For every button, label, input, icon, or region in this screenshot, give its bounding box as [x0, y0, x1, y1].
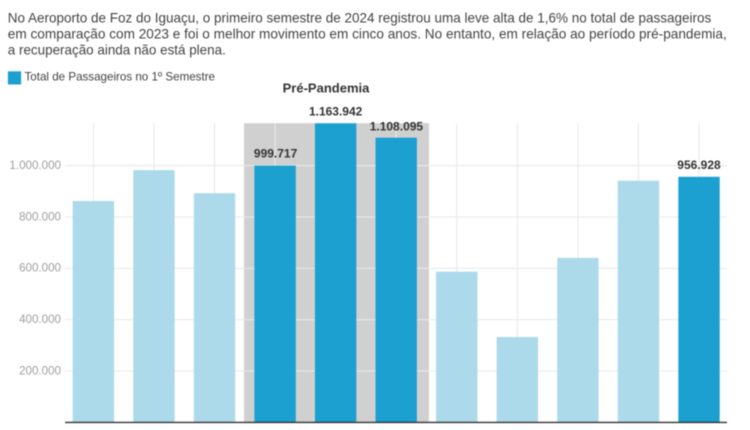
svg-text:400.000: 400.000: [19, 313, 61, 326]
svg-text:Pré-Pandemia: Pré-Pandemia: [283, 81, 370, 96]
svg-text:999.717: 999.717: [254, 147, 298, 161]
svg-text:956.928: 956.928: [677, 158, 721, 172]
svg-text:a recuperação ainda não está p: a recuperação ainda não está plena.: [8, 41, 226, 57]
svg-text:em comparação com 2023 e foi o: em comparação com 2023 e foi o melhor mo…: [8, 25, 727, 41]
svg-text:1.108.095: 1.108.095: [370, 120, 424, 134]
svg-text:1.000.000: 1.000.000: [9, 159, 61, 172]
svg-text:No Aeroporto de Foz do Iguaçu,: No Aeroporto de Foz do Iguaçu, o primeir…: [8, 9, 711, 25]
svg-text:600.000: 600.000: [19, 262, 61, 275]
svg-text:Total de Passageiros no 1º Sem: Total de Passageiros no 1º Semestre: [25, 70, 216, 84]
svg-text:200.000: 200.000: [19, 364, 61, 377]
svg-text:1.163.942: 1.163.942: [309, 104, 363, 118]
svg-text:800.000: 800.000: [19, 210, 61, 223]
